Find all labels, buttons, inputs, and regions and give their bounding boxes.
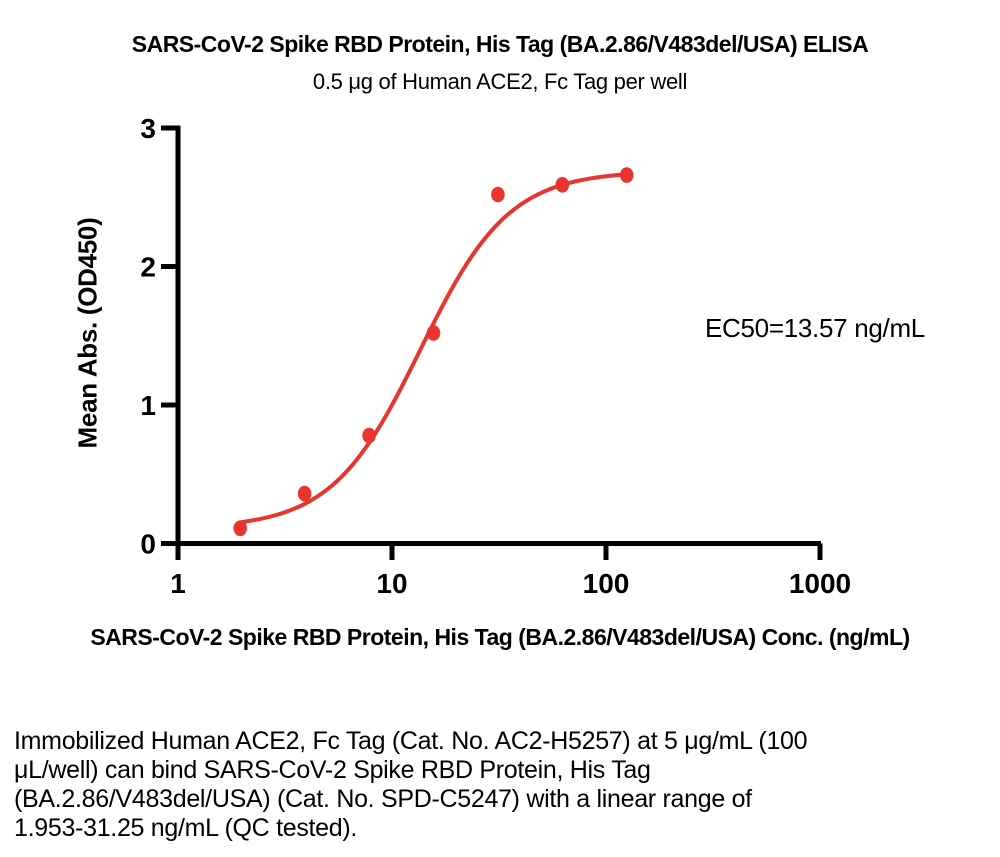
chart-title: SARS-CoV-2 Spike RBD Protein, His Tag (B…: [131, 31, 869, 57]
caption-line-3: (BA.2.86/V483del/USA) (Cat. No. SPD-C524…: [14, 785, 752, 813]
y-tick-label: 2: [140, 252, 156, 283]
y-tick-label: 1: [140, 390, 156, 421]
caption-line-4: 1.953-31.25 ng/mL (QC tested).: [14, 814, 358, 842]
x-tick-label: 1: [170, 568, 186, 599]
chart-subtitle: 0.5 μg of Human ACE2, Fc Tag per well: [312, 69, 688, 94]
caption-line-2: μL/well) can bind SARS-CoV-2 Spike RBD P…: [14, 756, 651, 784]
data-point: [362, 427, 376, 444]
data-point: [426, 325, 441, 341]
y-tick-label: 3: [140, 113, 156, 144]
x-tick-label: 100: [583, 568, 630, 599]
data-point: [297, 485, 312, 502]
x-tick-label: 10: [376, 568, 407, 599]
data-point: [555, 177, 570, 193]
x-axis-title: SARS-CoV-2 Spike RBD Protein, His Tag (B…: [90, 624, 910, 650]
data-point: [491, 186, 505, 203]
y-tick-label: 0: [140, 529, 156, 560]
data-point: [233, 520, 247, 537]
ec50-annotation: EC50=13.57 ng/mL: [705, 313, 925, 343]
caption-line-1: Immobilized Human ACE2, Fc Tag (Cat. No.…: [14, 727, 808, 755]
data-point: [619, 167, 634, 183]
fit-curve: [238, 172, 631, 525]
x-tick-label: 1000: [789, 568, 851, 599]
figure-caption: Immobilized Human ACE2, Fc Tag (Cat. No.…: [14, 727, 808, 843]
